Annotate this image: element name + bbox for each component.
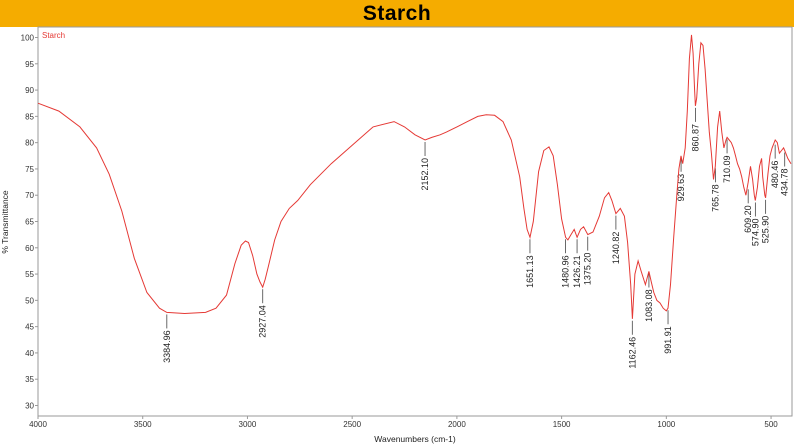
peak-label: 1651.13 [525,255,535,288]
peak-label: 929.63 [676,174,686,202]
x-tick-label: 4000 [29,420,47,429]
peak-label: 2152.10 [420,158,430,191]
x-tick-label: 2000 [448,420,466,429]
x-tick-label: 1500 [553,420,571,429]
peak-label: 480.46 [770,161,780,189]
x-tick-label: 3500 [134,420,152,429]
y-tick-label: 35 [25,375,34,384]
peak-label: 1162.46 [627,337,637,369]
y-tick-label: 60 [25,244,34,253]
y-tick-label: 65 [25,218,34,227]
y-tick-label: 80 [25,139,34,148]
peak-label: 1426.21 [572,255,582,288]
y-tick-label: 40 [25,349,34,358]
y-tick-label: 100 [21,34,35,43]
x-tick-label: 1000 [657,420,675,429]
peak-label: 574.90 [750,219,760,247]
y-tick-label: 55 [25,270,34,279]
series-line-starch [37,34,792,319]
peak-label: 765.78 [710,184,720,212]
title-bar: Starch [0,0,794,27]
peak-label: 1083.08 [644,289,654,322]
peak-label: 860.87 [690,124,700,152]
x-tick-label: 2500 [343,420,361,429]
legend-label: Starch [42,31,65,40]
y-tick-label: 30 [25,401,34,410]
peak-label: 434.78 [780,168,790,196]
y-tick-label: 50 [25,296,34,305]
axis-ticks: 4000 3500 3000 2500 2000 1500 1000 500 30 35 40 45 5… [21,34,779,429]
y-tick-label: 75 [25,165,34,174]
y-tick-label: 95 [25,60,34,69]
x-tick-label: 500 [764,420,778,429]
y-tick-label: 85 [25,112,34,121]
y-tick-label: 90 [25,86,34,95]
peak-label: 1375.20 [583,253,593,286]
peak-label: 710.09 [722,155,732,183]
peak-label: 2927.04 [258,305,268,338]
plot-frame [37,26,793,417]
peak-label: 1480.96 [561,255,571,288]
y-tick-label: 45 [25,323,34,332]
peak-label: 609.20 [743,205,753,233]
x-axis-title: Wavenumbers (cm-1) [374,434,456,444]
peak-label: 1240.82 [611,232,621,265]
peak-label: 525.90 [761,216,771,244]
peak-annotations: 3384.96 2927.04 2152.10 1651.13 1480.96 1426.… [162,107,790,369]
chart-title: Starch [362,2,432,25]
x-tick-label: 3000 [239,420,257,429]
peak-label: 3384.96 [162,330,172,363]
y-tick-label: 70 [25,191,34,200]
peak-label: 991.91 [663,326,673,354]
y-axis-title: % Transmittance [0,190,10,254]
